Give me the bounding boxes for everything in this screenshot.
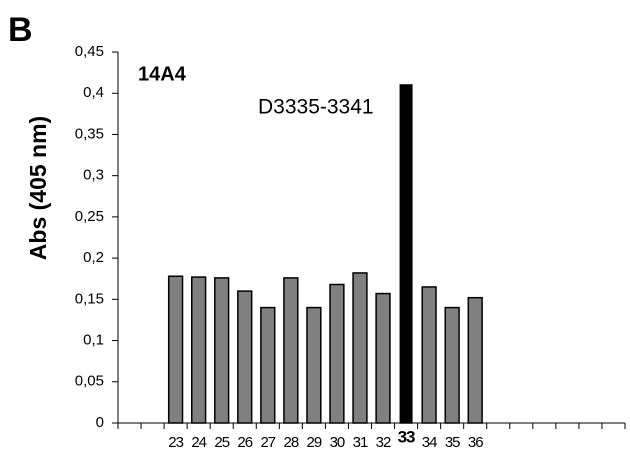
bar (306, 306, 322, 424)
x-tick-label: 36 (468, 434, 483, 451)
x-tick-label: 23 (168, 434, 183, 451)
x-tick-label: 29 (307, 434, 322, 451)
y-tick-label: 0,3 (83, 167, 104, 184)
y-tick-label: 0,4 (83, 84, 104, 101)
bar (467, 296, 483, 424)
y-tick-label: 0,25 (75, 208, 104, 225)
panel-label: B (8, 11, 33, 49)
bar (283, 277, 299, 424)
y-tick-label: 0,15 (75, 290, 104, 307)
x-tick-label: 28 (283, 434, 298, 451)
x-tick-label: 25 (214, 434, 229, 451)
bar (375, 292, 391, 424)
x-tick-label: 31 (353, 434, 368, 451)
bar (399, 84, 413, 424)
bar (329, 283, 345, 424)
y-axis-label: Abs (405 nm) (25, 116, 51, 260)
x-tick-label: 35 (445, 434, 460, 451)
x-tick-label: 26 (237, 434, 252, 451)
x-tick-label: 24 (191, 434, 206, 451)
bar (421, 286, 437, 424)
x-tick-label: 33 (398, 427, 415, 446)
chart-title: 14A4 (138, 63, 187, 85)
x-tick-label: 32 (376, 434, 391, 451)
bar (352, 272, 368, 424)
y-tick-label: 0,1 (83, 332, 104, 349)
y-tick-label: 0,35 (75, 125, 104, 142)
bar (167, 275, 184, 424)
x-tick-label: 27 (260, 434, 275, 451)
bar (260, 306, 276, 424)
annotation: D3335-3341 (258, 96, 374, 119)
x-tick-label: 30 (330, 434, 345, 451)
bar (214, 277, 230, 424)
y-tick-label: 0,05 (75, 373, 104, 390)
x-tick-label: 34 (422, 434, 437, 451)
bar (444, 306, 460, 424)
bar (190, 276, 207, 424)
bar (237, 290, 253, 424)
y-tick-label: 0,45 (75, 43, 104, 60)
y-tick-label: 0,2 (83, 249, 104, 266)
y-tick-label: 0 (96, 414, 104, 431)
